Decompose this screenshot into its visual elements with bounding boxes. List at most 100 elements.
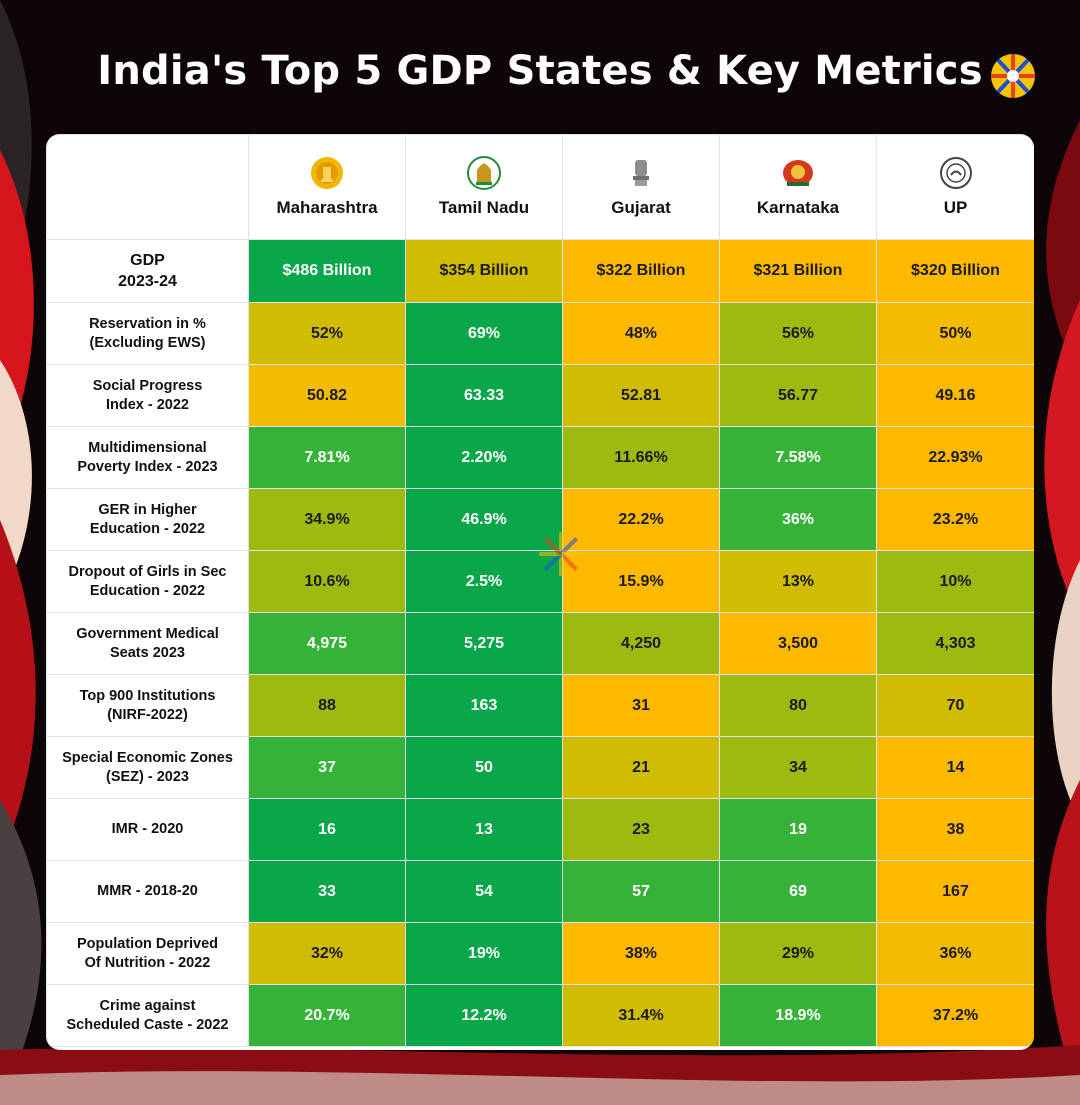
state-header: Maharashtra (248, 134, 406, 240)
metric-value-cell: 21 (562, 736, 720, 799)
state-name: Gujarat (611, 198, 671, 217)
metric-row: Population Deprived Of Nutrition - 2022 32… (46, 922, 1034, 985)
metric-row: Government Medical Seats 2023 4,975 5,275 4,… (46, 612, 1034, 675)
metric-value-cell: 7.58% (719, 426, 877, 489)
metric-value-cell: 31 (562, 674, 720, 737)
metric-value-cell: 70 (876, 674, 1034, 737)
metric-value-cell: 13% (719, 550, 877, 613)
up-seal-icon (939, 157, 972, 189)
metric-value-cell: 48% (562, 302, 720, 365)
header-row: Maharashtra Tamil Nadu (46, 134, 1034, 240)
metric-row: Dropout of Girls in Sec Education - 2022 1… (46, 550, 1034, 613)
metric-value-cell: 46.9% (405, 488, 563, 551)
metric-value-cell: 80 (719, 674, 877, 737)
state-header: Karnataka (719, 134, 877, 240)
metric-value-cell: 63.33 (405, 364, 563, 427)
state-name: Karnataka (756, 198, 840, 217)
metric-value-cell: $322 Billion (562, 239, 720, 303)
metric-value-cell: 54 (405, 860, 563, 923)
metric-value-cell: 23 (562, 798, 720, 861)
lion-capital-emblem-icon (633, 160, 649, 186)
metric-value-cell: 4,250 (562, 612, 720, 675)
metric-value-cell: 34.9% (248, 488, 406, 551)
karnataka-emblem-icon (783, 160, 813, 186)
metric-value-cell: $321 Billion (719, 239, 877, 303)
metric-label: Reservation in % (Excluding EWS) (46, 302, 249, 365)
metric-value-cell: 22.2% (562, 488, 720, 551)
metric-value-cell: 69 (719, 860, 877, 923)
metric-value-cell: 36% (876, 922, 1034, 985)
tamil-nadu-emblem-icon (467, 156, 501, 190)
metric-value-cell: 13 (405, 798, 563, 861)
metric-value-cell: 10.6% (248, 550, 406, 613)
metrics-table: Maharashtra Tamil Nadu (46, 134, 1034, 1047)
metric-value-cell: 11.66% (562, 426, 720, 489)
metric-value-cell: 2.5% (405, 550, 563, 613)
metric-value-cell: 2.20% (405, 426, 563, 489)
maharashtra-seal-icon (311, 157, 343, 189)
metric-label: MMR - 2018-20 (46, 860, 249, 923)
metric-label: Crime against Scheduled Caste - 2022 (46, 984, 249, 1047)
metric-value-cell: 167 (876, 860, 1034, 923)
metric-row: GER in Higher Education - 2022 34.9% 46.9% 2… (46, 488, 1034, 551)
metric-value-cell: 163 (405, 674, 563, 737)
state-name: UP (943, 198, 968, 217)
metric-value-cell: 38% (562, 922, 720, 985)
metric-value-cell: 14 (876, 736, 1034, 799)
metric-value-cell: 7.81% (248, 426, 406, 489)
metric-value-cell: 56.77 (719, 364, 877, 427)
metric-value-cell: 49.16 (876, 364, 1034, 427)
brand-logo-icon (991, 54, 1035, 98)
header-corner (46, 134, 249, 240)
metric-value-cell: 52% (248, 302, 406, 365)
metric-value-cell: 50% (876, 302, 1034, 365)
metric-row: IMR - 2020 16 13 23 19 38 (46, 798, 1034, 861)
metric-row: GDP 2023-24 $486 Billion $354 Billion $322 B… (46, 239, 1034, 303)
metric-value-cell: $486 Billion (248, 239, 406, 303)
metric-value-cell: 20.7% (248, 984, 406, 1047)
metric-value-cell: 3,500 (719, 612, 877, 675)
metric-value-cell: 37.2% (876, 984, 1034, 1047)
metric-value-cell: 52.81 (562, 364, 720, 427)
metric-label: GDP 2023-24 (46, 239, 249, 303)
metric-value-cell: 50 (405, 736, 563, 799)
state-header: Tamil Nadu (405, 134, 563, 240)
metric-value-cell: 4,303 (876, 612, 1034, 675)
metric-label: Social Progress Index - 2022 (46, 364, 249, 427)
state-name: Maharashtra (276, 198, 378, 217)
metric-label: Population Deprived Of Nutrition - 2022 (46, 922, 249, 985)
metric-label: Multidimensional Poverty Index - 2023 (46, 426, 249, 489)
metric-value-cell: 36% (719, 488, 877, 551)
metric-value-cell: 12.2% (405, 984, 563, 1047)
metric-label: GER in Higher Education - 2022 (46, 488, 249, 551)
state-header: UP (876, 134, 1034, 240)
metric-value-cell: 50.82 (248, 364, 406, 427)
metric-row: Social Progress Index - 2022 50.82 63.33 52.… (46, 364, 1034, 427)
metric-row: Top 900 Institutions (NIRF-2022) 88 163 31 80… (46, 674, 1034, 737)
metric-value-cell: $320 Billion (876, 239, 1034, 303)
metric-value-cell: 23.2% (876, 488, 1034, 551)
metric-row: Crime against Scheduled Caste - 2022 20.7%… (46, 984, 1034, 1047)
metric-value-cell: 88 (248, 674, 406, 737)
metric-value-cell: 18.9% (719, 984, 877, 1047)
metric-label: Top 900 Institutions (NIRF-2022) (46, 674, 249, 737)
metric-value-cell: 37 (248, 736, 406, 799)
metric-label: Special Economic Zones (SEZ) - 2023 (46, 736, 249, 799)
watermark-logo-icon (539, 532, 583, 576)
metric-row: Multidimensional Poverty Index - 2023 7.81… (46, 426, 1034, 489)
metric-label: Dropout of Girls in Sec Education - 2022 (46, 550, 249, 613)
state-header: Gujarat (562, 134, 720, 240)
metric-row: MMR - 2018-20 33 54 57 69 167 (46, 860, 1034, 923)
metric-value-cell: 33 (248, 860, 406, 923)
metric-value-cell: 19% (405, 922, 563, 985)
metric-value-cell: 22.93% (876, 426, 1034, 489)
metric-row: Special Economic Zones (SEZ) - 2023 37 50 21… (46, 736, 1034, 799)
page-title: India's Top 5 GDP States & Key Metrics (97, 48, 983, 94)
metric-value-cell: 16 (248, 798, 406, 861)
metric-row: Reservation in % (Excluding EWS) 52% 69% 48%… (46, 302, 1034, 365)
metric-value-cell: 29% (719, 922, 877, 985)
metric-label: IMR - 2020 (46, 798, 249, 861)
metric-value-cell: 15.9% (562, 550, 720, 613)
state-name: Tamil Nadu (438, 198, 530, 217)
metric-value-cell: 34 (719, 736, 877, 799)
